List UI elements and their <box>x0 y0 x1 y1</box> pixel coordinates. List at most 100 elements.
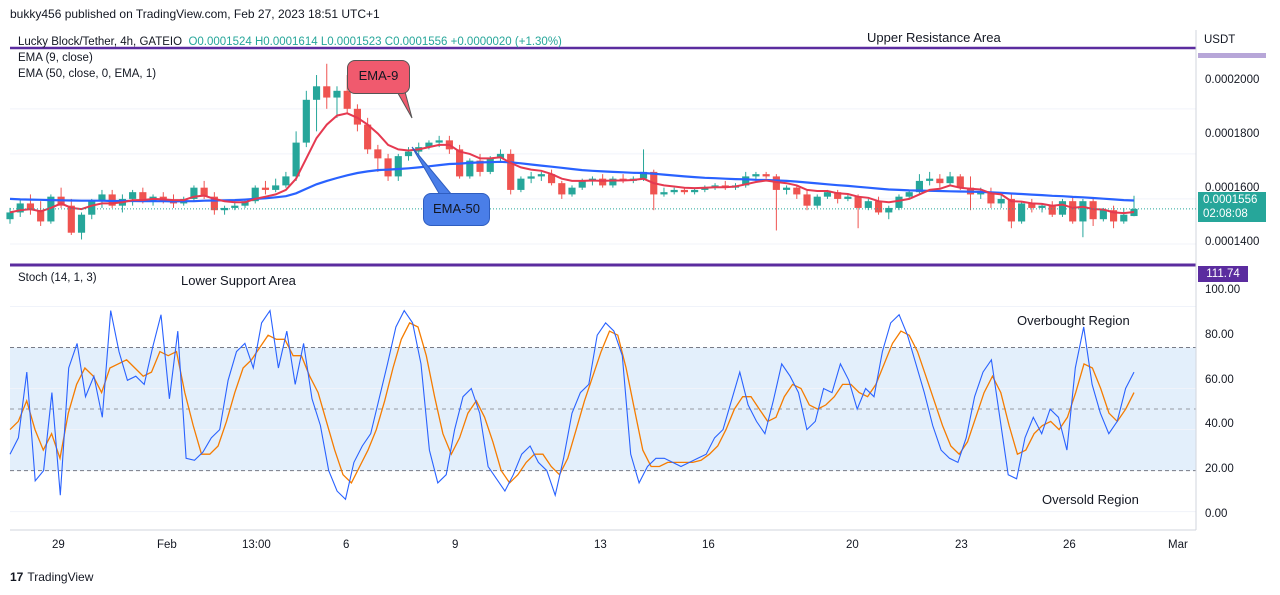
ohlc-values: O0.0001524 H0.0001614 L0.0001523 C0.0001… <box>188 36 562 48</box>
candle-body <box>895 196 903 208</box>
candle-body <box>1018 203 1026 222</box>
ema50-legend[interactable]: EMA (50, close, 0, EMA, 1) <box>18 68 157 80</box>
candle-body <box>476 160 484 172</box>
candle-body <box>558 183 566 195</box>
ema9-bubble: EMA-9 <box>347 60 410 94</box>
time-tick: 6 <box>343 539 350 551</box>
candle-body <box>1089 201 1097 220</box>
candle-body <box>793 187 801 195</box>
candle-body <box>486 158 494 172</box>
stoch-tick: 0.00 <box>1205 508 1228 520</box>
candle-body <box>517 178 525 190</box>
candle-body <box>1120 214 1128 222</box>
candle-body <box>844 196 852 199</box>
time-tick: 13:00 <box>242 539 271 551</box>
tradingview-logo-icon: 17 <box>10 570 24 584</box>
top-right-swatch <box>1198 53 1266 58</box>
candle-body <box>660 192 668 195</box>
time-tick: 13 <box>594 539 607 551</box>
candle-body <box>1028 203 1036 208</box>
last-price-value: 0.0001556 <box>1203 194 1258 206</box>
time-tick: 23 <box>955 539 968 551</box>
stoch-d-line <box>9 322 1135 484</box>
candle-body <box>823 192 832 197</box>
candle-body <box>16 203 24 213</box>
stoch-tick: 40.00 <box>1205 418 1234 430</box>
candle-body <box>384 158 392 177</box>
candle-body <box>88 201 96 215</box>
candle-body <box>905 192 913 197</box>
candle-body <box>946 176 954 184</box>
candle-body <box>292 142 300 177</box>
currency-label[interactable]: USDT <box>1204 34 1236 46</box>
tradingview-brand[interactable]: 17 TradingView <box>10 570 93 584</box>
stoch-k-line <box>9 309 1135 501</box>
oversold-label: Oversold Region <box>1042 492 1139 507</box>
candle-body <box>813 196 821 206</box>
candle-body <box>77 214 86 233</box>
stoch-legend[interactable]: Stoch (14, 1, 3) <box>18 272 97 284</box>
candle-body <box>742 176 750 186</box>
candle-body <box>1058 201 1067 215</box>
stoch-tick: 60.00 <box>1205 374 1234 386</box>
candle-body <box>803 194 811 206</box>
stoch-grid <box>10 306 1196 513</box>
candle-body <box>507 153 515 190</box>
candle-body <box>568 187 576 195</box>
candle-body <box>599 178 607 186</box>
candle-body <box>915 180 923 193</box>
time-tick: Feb <box>157 539 177 551</box>
candle-body <box>435 140 443 143</box>
candle-body <box>772 176 780 190</box>
ema50-line <box>9 160 1135 203</box>
candle-body <box>312 86 321 100</box>
candle-body <box>752 174 760 177</box>
candle-body <box>874 201 883 213</box>
candle-body <box>37 210 45 222</box>
candle-body <box>670 189 678 193</box>
candle-body <box>1048 205 1056 215</box>
candle-body <box>609 178 617 186</box>
candle-body <box>364 124 372 150</box>
candle-body <box>374 149 382 159</box>
candle-body <box>691 189 699 193</box>
candle-body <box>701 187 709 190</box>
candle-body <box>466 160 474 177</box>
brand-name: TradingView <box>27 570 94 584</box>
candle-body <box>926 178 934 181</box>
candle-body <box>987 192 995 204</box>
price-tick: 0.0001600 <box>1205 182 1260 194</box>
candle-body <box>864 201 872 208</box>
time-tick: 26 <box>1063 539 1076 551</box>
stoch-tick: 80.00 <box>1205 329 1234 341</box>
candles-group <box>6 63 1138 240</box>
candle-body <box>200 187 208 197</box>
candle-body <box>231 205 239 208</box>
time-tick: 16 <box>702 539 715 551</box>
time-tick: 20 <box>846 539 859 551</box>
price-tick: 0.0001800 <box>1205 128 1260 140</box>
candle-body <box>762 174 770 177</box>
candle-body <box>139 192 147 202</box>
candle-body <box>404 151 413 157</box>
symbol-title[interactable]: Lucky Block/Tether, 4h, GATEIO <box>18 36 183 48</box>
candle-body <box>578 180 586 188</box>
ema9-line <box>9 112 1135 215</box>
candle-body <box>639 171 648 179</box>
time-tick: 9 <box>452 539 459 551</box>
candle-body <box>394 156 402 177</box>
candle-body <box>834 192 842 199</box>
bar-countdown: 02:08:08 <box>1203 208 1248 220</box>
candle-body <box>680 189 688 193</box>
lower-support-label: Lower Support Area <box>181 273 296 288</box>
candle-body <box>261 187 270 190</box>
candle-body <box>854 196 862 208</box>
candle-body <box>333 90 341 98</box>
candle-body <box>282 176 290 186</box>
ema9-legend[interactable]: EMA (9, close) <box>18 52 93 64</box>
candle-body <box>885 207 893 213</box>
candle-body <box>496 153 505 159</box>
candle-body <box>977 192 985 195</box>
time-tick: Mar <box>1168 539 1188 551</box>
